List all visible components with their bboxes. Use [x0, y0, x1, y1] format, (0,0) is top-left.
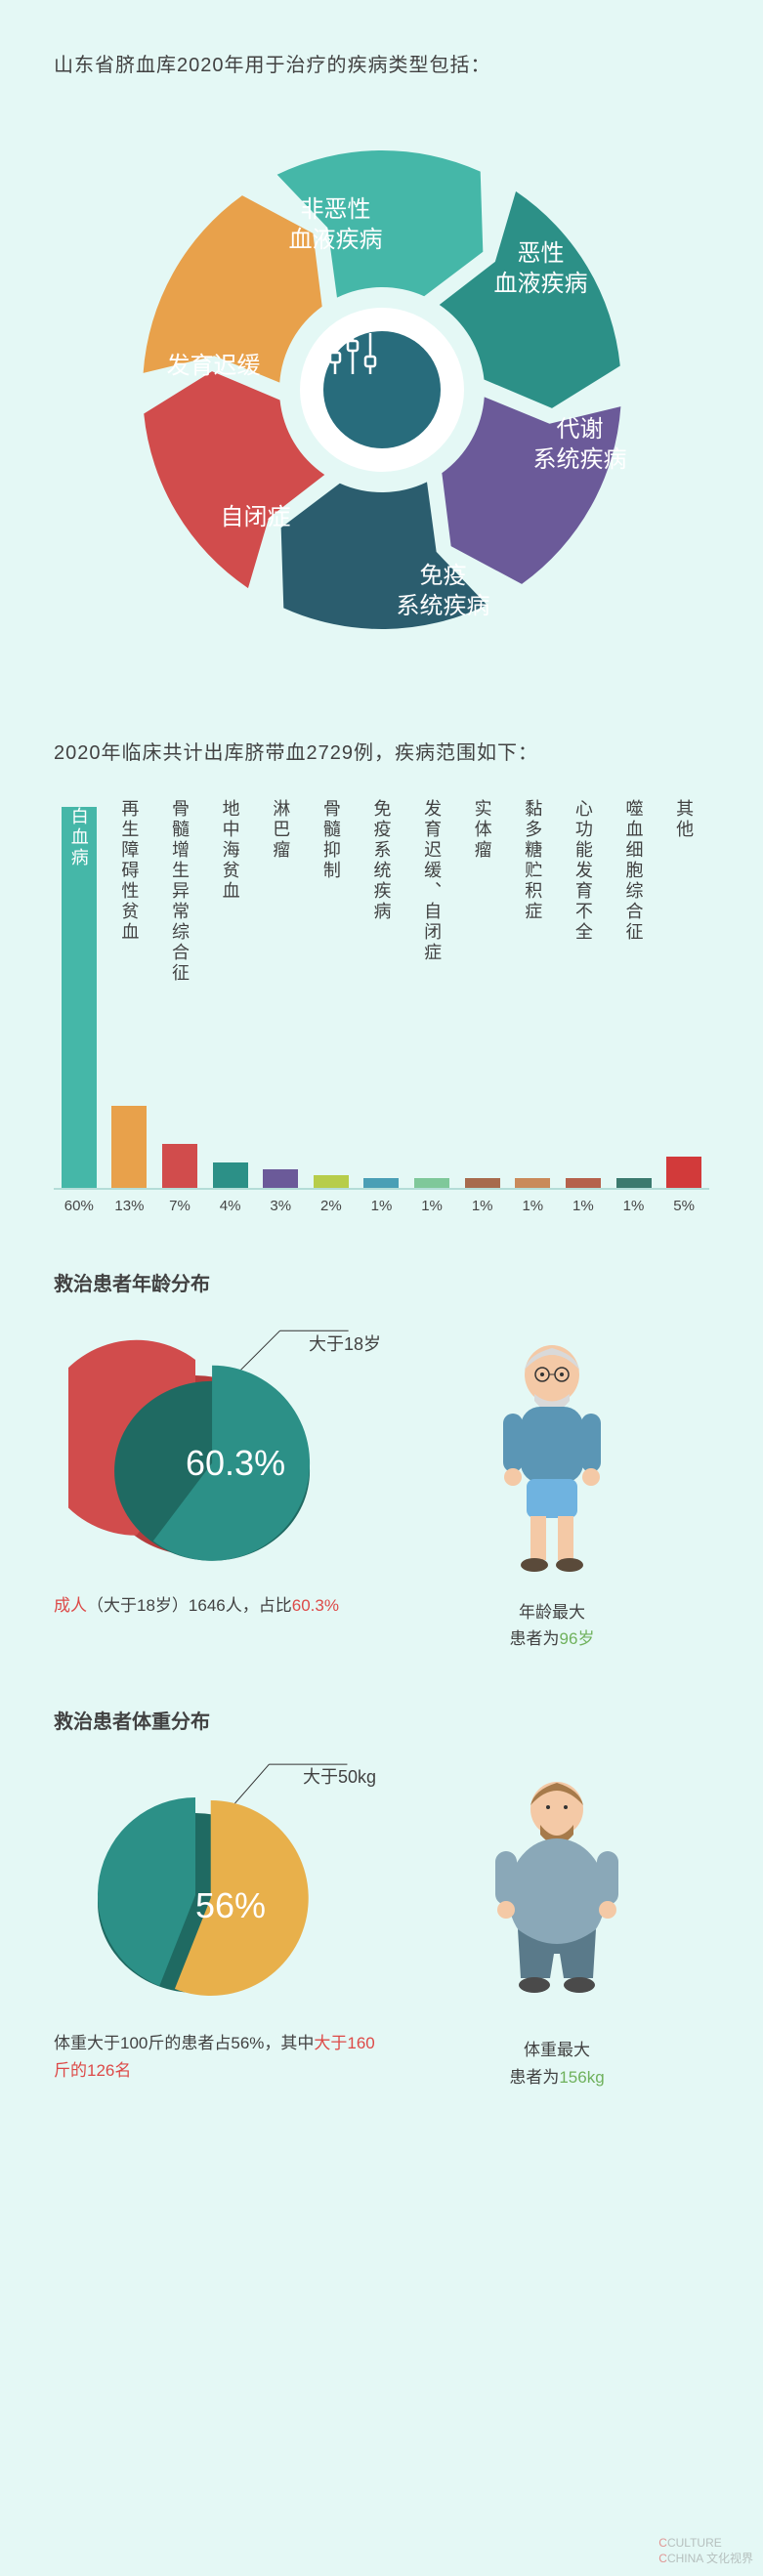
cycle-chart: 非恶性血液疾病恶性血液疾病代谢系统疾病免疫系统疾病自闭症发育迟缓 [104, 111, 660, 668]
bar-slot: 实体瘤 [457, 799, 508, 1188]
bar-label: 淋巴瘤 [268, 799, 293, 861]
bar-slot: 淋巴瘤 [255, 799, 306, 1188]
bar-pct: 5% [658, 1198, 709, 1214]
bar-pct-row: 60%13%7%4%3%2%1%1%1%1%1%1%5% [54, 1198, 709, 1214]
bar [414, 1178, 449, 1188]
weight-person: 体重最大 患者为156kg [484, 1768, 630, 2090]
bar-label: 心功能发育不全 [571, 799, 596, 943]
age-person: 年龄最大 患者为96岁 [484, 1330, 620, 1652]
weight-title: 救治患者体重分布 [54, 1706, 709, 1734]
bar-chart: 白血病再生障碍性贫血骨髓增生异常综合征 地中海贫血淋巴瘤骨髓抑制免疫系统疾病发育迟… [54, 799, 709, 1190]
bar-label: 免疫系统疾病 [368, 799, 394, 922]
age-pie: 大于18岁 60.3% 成人（大于18岁）1646人，占比60.3% [54, 1321, 376, 1619]
bar-pct: 3% [255, 1198, 306, 1214]
bar [465, 1178, 500, 1188]
bar-pct: 7% [154, 1198, 205, 1214]
bar-pct: 1% [357, 1198, 407, 1214]
bar-label: 其他 [671, 799, 697, 840]
bar [314, 1175, 349, 1188]
bar-slot: 噬血细胞综合征 [609, 799, 659, 1188]
bar [162, 1144, 197, 1189]
weight-callout: 大于50kg [303, 1763, 376, 1789]
bar-pct: 1% [558, 1198, 609, 1214]
sliders-icon [323, 331, 382, 376]
bar-slot: 发育迟缓、自闭症 [406, 799, 457, 1188]
bar-slot: 白血病 [54, 799, 105, 1188]
bar-slot: 黏多糖贮积症 [507, 799, 558, 1188]
bar-pct: 2% [306, 1198, 357, 1214]
bar [666, 1157, 701, 1189]
bar-pct: 60% [54, 1198, 105, 1214]
bar-slot: 再生障碍性贫血 [105, 799, 155, 1188]
bar [616, 1178, 652, 1188]
bar [363, 1178, 399, 1188]
bar [263, 1169, 298, 1189]
bar [566, 1178, 601, 1188]
bar-slot: 骨髓增生异常综合征 [154, 799, 205, 1188]
bar-pct: 1% [609, 1198, 659, 1214]
bar-slot: 免疫系统疾病 [357, 799, 407, 1188]
bar-label: 地中海贫血 [218, 799, 243, 902]
weight-caption: 体重大于100斤的患者占56%，其中大于160斤的126名 [54, 2030, 376, 2083]
weight-pct: 56% [195, 1885, 266, 1926]
age-title: 救治患者年龄分布 [54, 1268, 709, 1296]
cycle-title: 山东省脐血库2020年用于治疗的疾病类型包括： [54, 49, 709, 77]
bar-pct: 1% [406, 1198, 457, 1214]
age-caption: 成人（大于18岁）1646人，占比60.3% [54, 1592, 376, 1619]
bars-title: 2020年临床共计出库脐带血2729例，疾病范围如下： [54, 737, 709, 765]
weight-pie: 大于50kg 56% 体重大于100斤的患者占56%，其中大于160斤的126名 [54, 1758, 376, 2083]
bar-label: 骨髓抑制 [318, 799, 344, 881]
footer-logo: CCULTURECCHINA 文化视界 [658, 2536, 753, 2566]
bar-pct: 4% [205, 1198, 256, 1214]
bar-label: 白血病 [66, 807, 92, 868]
bar-pct: 1% [507, 1198, 558, 1214]
cycle-center [323, 331, 441, 448]
bar-label: 骨髓增生异常综合征 [167, 799, 192, 984]
weight-section: 救治患者体重分布 大于50kg 56% 体重大于100斤的患者占56%，其中大于… [54, 1706, 709, 2090]
bar-pct: 13% [105, 1198, 155, 1214]
bar-label: 再生障碍性贫血 [116, 799, 142, 943]
bar-slot: 心功能发育不全 [558, 799, 609, 1188]
bar-slot: 其他 [658, 799, 709, 1188]
bar [111, 1106, 147, 1189]
bar-label: 黏多糖贮积症 [520, 799, 545, 922]
bar [515, 1178, 550, 1188]
bar [213, 1162, 248, 1188]
bar-label: 发育迟缓、自闭症 [419, 799, 445, 963]
bar-slot: 地中海贫血 [205, 799, 256, 1188]
bar-pct: 1% [457, 1198, 508, 1214]
age-section: 救治患者年龄分布 大于18岁 60.3% 成人（大于18岁）1646人，占比60… [54, 1268, 709, 1652]
bar-slot: 骨髓抑制 [306, 799, 357, 1188]
age-pct: 60.3% [186, 1443, 285, 1484]
bar-label: 噬血细胞综合征 [621, 799, 647, 943]
bar-label: 实体瘤 [470, 799, 495, 861]
age-callout: 大于18岁 [309, 1330, 381, 1356]
